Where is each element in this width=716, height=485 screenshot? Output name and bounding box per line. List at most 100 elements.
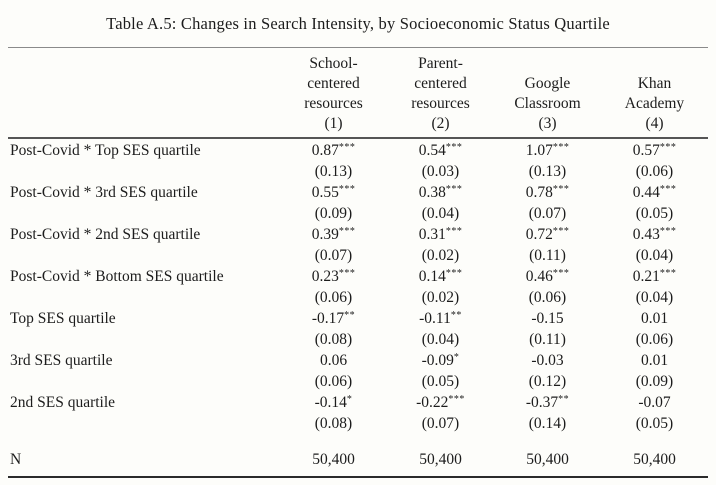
estimate-value: 0.01 xyxy=(640,310,669,327)
standard-error: (0.09) xyxy=(314,205,353,222)
standard-error: (0.05) xyxy=(635,415,674,432)
estimate-value: -0.14 xyxy=(314,394,347,411)
significance-stars: *** xyxy=(338,226,356,237)
significance-stars: ** xyxy=(558,394,570,405)
table-title: Table A.5: Changes in Search Intensity, … xyxy=(106,14,610,33)
table-row-post-covid-2nd: Post-Covid * 2nd SES quartile 0.39*** (0… xyxy=(8,224,708,266)
coef-cell: -0.11** (0.04) xyxy=(387,308,494,350)
standard-error: (0.08) xyxy=(314,415,353,432)
estimate-value: 0.55 xyxy=(311,184,339,201)
standard-error: (0.13) xyxy=(314,163,353,180)
row-label: 2nd SES quartile xyxy=(10,394,116,411)
significance-stars: *** xyxy=(445,226,463,237)
coef-cell: 0.43*** (0.04) xyxy=(601,224,708,266)
row-label: Post-Covid * 3rd SES quartile xyxy=(10,184,198,201)
estimate-value: -0.11 xyxy=(419,310,451,327)
estimate-value: 1.07 xyxy=(525,142,553,159)
estimate-value: -0.03 xyxy=(531,352,564,369)
column-number: (1) xyxy=(324,115,343,132)
estimate-value: 0.44 xyxy=(632,184,660,201)
significance-stars: *** xyxy=(338,142,356,153)
coef-cell: 0.31*** (0.02) xyxy=(387,224,494,266)
column-number: (4) xyxy=(645,115,664,132)
significance-stars: *** xyxy=(552,268,570,279)
standard-error: (0.11) xyxy=(529,247,566,264)
estimate-value: 0.31 xyxy=(418,226,446,243)
significance-stars: *** xyxy=(448,394,465,405)
estimate-value: 0.06 xyxy=(319,352,348,369)
n-value: 50,400 xyxy=(526,451,569,468)
table-header-row: School- centered resources (1) Parent- c… xyxy=(8,48,708,139)
coef-cell: 1.07*** (0.13) xyxy=(494,140,601,182)
n-value: 50,400 xyxy=(633,451,676,468)
n-value: 50,400 xyxy=(419,451,462,468)
n-value: 50,400 xyxy=(312,451,355,468)
standard-error: (0.06) xyxy=(314,373,353,390)
estimate-value: 0.39 xyxy=(311,226,339,243)
coef-cell: 0.14*** (0.02) xyxy=(387,266,494,308)
estimate-value: -0.09 xyxy=(421,352,454,369)
observations-row: N 50,400 50,400 50,400 50,400 xyxy=(8,449,708,478)
column-header-khan-academy: Khan Academy (4) xyxy=(601,74,708,134)
table-row-post-covid-3rd: Post-Covid * 3rd SES quartile 0.55*** (0… xyxy=(8,182,708,224)
standard-error: (0.02) xyxy=(421,289,460,306)
coef-cell: 0.38*** (0.04) xyxy=(387,182,494,224)
significance-stars: * xyxy=(346,394,353,405)
significance-stars: *** xyxy=(552,184,570,195)
coef-cell: -0.17** (0.08) xyxy=(280,308,387,350)
estimate-value: -0.17 xyxy=(311,310,345,327)
coef-cell: -0.03 (0.12) xyxy=(494,350,601,392)
coef-cell: 0.39*** (0.07) xyxy=(280,224,387,266)
coef-cell: 0.01 (0.09) xyxy=(601,350,708,392)
table-row-post-covid-bottom: Post-Covid * Bottom SES quartile 0.23 ***… xyxy=(8,266,708,308)
significance-stars: *** xyxy=(338,184,356,195)
coef-cell: -0.37** (0.14) xyxy=(494,392,601,434)
table-top-rule xyxy=(8,47,708,48)
standard-error: (0.06) xyxy=(528,289,567,306)
coef-cell: 0.87*** (0.13) xyxy=(280,140,387,182)
coef-cell: -0.15 (0.11) xyxy=(494,308,601,350)
coef-cell: 0.72*** (0.11) xyxy=(494,224,601,266)
coef-cell: 0.54*** (0.03) xyxy=(387,140,494,182)
row-label: Post-Covid * Bottom SES quartile xyxy=(10,268,224,285)
column-header-google-classroom: Google Classroom (3) xyxy=(494,74,601,134)
standard-error: (0.09) xyxy=(635,373,674,390)
significance-stars: * xyxy=(453,352,460,363)
standard-error: (0.07) xyxy=(421,415,460,432)
significance-stars: *** xyxy=(659,226,677,237)
coef-cell: 0.55*** (0.09) xyxy=(280,182,387,224)
estimate-value: 0.14 xyxy=(418,268,446,285)
estimate-value: 0.23 xyxy=(311,268,339,285)
standard-error: (0.02) xyxy=(421,247,460,264)
column-header-label: Khan Academy xyxy=(624,75,685,112)
standard-error: (0.14) xyxy=(528,415,567,432)
significance-stars: *** xyxy=(659,184,677,195)
row-label: Post-Covid * Top SES quartile xyxy=(10,142,201,159)
regression-table: School- centered resources (1) Parent- c… xyxy=(8,47,708,478)
estimate-value: -0.37 xyxy=(525,394,559,411)
significance-stars: *** xyxy=(659,268,677,279)
standard-error: (0.05) xyxy=(635,205,674,222)
standard-error: (0.11) xyxy=(529,331,566,348)
estimate-value: 0.38 xyxy=(418,184,446,201)
column-header-label: Google Classroom xyxy=(514,75,581,112)
coef-cell: 0.06 (0.06) xyxy=(280,350,387,392)
estimate-value: -0.07 xyxy=(638,394,671,411)
significance-stars: ** xyxy=(450,310,462,321)
coef-cell: -0.14* (0.08) xyxy=(280,392,387,434)
standard-error: (0.08) xyxy=(314,331,353,348)
significance-stars: *** xyxy=(445,142,463,153)
standard-error: (0.06) xyxy=(314,289,353,306)
standard-error: (0.07) xyxy=(314,247,353,264)
estimate-value: 0.54 xyxy=(418,142,446,159)
estimate-value: 0.46 xyxy=(525,268,553,285)
table-body: Post-Covid * Top SES quartile 0.87*** (0… xyxy=(8,139,708,434)
row-label: Post-Covid * 2nd SES quartile xyxy=(10,226,201,243)
estimate-value: 0.43 xyxy=(632,226,660,243)
estimate-value: 0.57 xyxy=(632,142,660,159)
estimate-value: -0.15 xyxy=(531,310,564,327)
coef-cell: 0.57*** (0.06) xyxy=(601,140,708,182)
coef-cell: -0.07 (0.05) xyxy=(601,392,708,434)
row-label: 3rd SES quartile xyxy=(10,352,113,369)
